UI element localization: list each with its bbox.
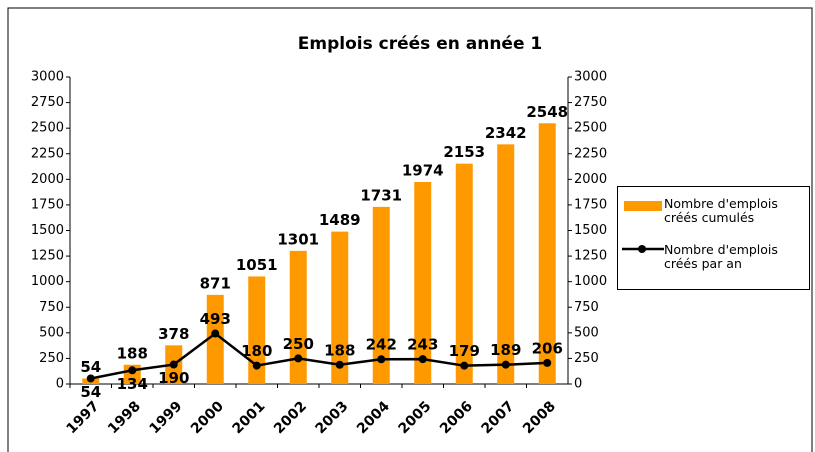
line-value-label: 189	[490, 341, 521, 359]
legend-key-bar	[624, 201, 662, 211]
y2-tick-label: 750	[574, 300, 599, 315]
legend-label: Nombre d'emplois créés par an	[664, 242, 778, 271]
y-tick-label: 750	[39, 300, 64, 315]
line-marker	[460, 361, 469, 370]
y-tick-label: 3000	[31, 70, 64, 85]
bar-value-label: 2342	[485, 124, 527, 142]
bar-value-label: 1489	[319, 211, 361, 229]
y-tick-label: 1500	[31, 223, 64, 238]
legend: Nombre d'emplois créés cumulés Nombre d'…	[617, 186, 810, 290]
line-value-label: 180	[241, 342, 272, 360]
y-tick-label: 500	[39, 325, 64, 340]
y2-tick-label: 1250	[574, 249, 607, 264]
x-tick-label: 2004	[354, 398, 393, 437]
line-value-label: 206	[532, 339, 563, 357]
bar-value-label: 1974	[402, 161, 444, 179]
line-marker	[211, 329, 220, 338]
line-marker	[86, 374, 95, 383]
y2-tick-label: 500	[574, 325, 599, 340]
bar	[414, 181, 432, 384]
x-tick-label: 2006	[437, 398, 476, 437]
chart-frame	[7, 7, 813, 452]
line-marker	[377, 355, 386, 364]
x-tick-label: 1998	[105, 398, 144, 437]
y-tick-label: 1750	[31, 197, 64, 212]
line-marker	[252, 361, 261, 370]
x-tick-label: 2007	[479, 398, 518, 437]
x-tick-label: 2005	[396, 398, 435, 437]
bar-value-label: 188	[117, 344, 148, 362]
y-tick-label: 2000	[31, 172, 64, 187]
bar	[289, 250, 307, 384]
line	[90, 331, 548, 380]
legend-label: Nombre d'emplois créés cumulés	[664, 196, 778, 225]
line-marker	[418, 355, 427, 364]
y-tick-label: 2750	[31, 95, 64, 110]
line-value-label: 134	[117, 375, 148, 393]
bar	[538, 123, 556, 384]
x-tick-label: 2003	[313, 398, 352, 437]
y2-tick-label: 250	[574, 351, 599, 366]
bar-value-label: 1301	[277, 230, 319, 248]
bar-value-label: 1731	[360, 186, 402, 204]
bar	[455, 163, 473, 384]
y2-tick-label: 1750	[574, 197, 607, 212]
y2-tick-label: 0	[574, 377, 582, 392]
bar-value-label: 871	[200, 274, 231, 292]
y-tick-label: 250	[39, 351, 64, 366]
y2-tick-label: 1500	[574, 223, 607, 238]
chart-title: Emplois créés en année 1	[298, 34, 542, 54]
line-value-label: 54	[80, 383, 101, 401]
x-tick-label: 1999	[147, 398, 186, 437]
bar	[248, 276, 266, 384]
y2-tick-label: 2750	[574, 95, 607, 110]
bar-value-label: 2548	[526, 103, 568, 121]
line-marker	[128, 366, 137, 375]
bar-value-label: 378	[158, 325, 189, 343]
bar	[331, 231, 349, 384]
bar-value-label: 1051	[236, 256, 278, 274]
y2-tick-label: 1000	[574, 274, 607, 289]
line-value-label: 179	[449, 342, 480, 360]
y-tick-label: 1000	[31, 274, 64, 289]
y-tick-label: 2500	[31, 121, 64, 136]
x-tick-label: 2000	[188, 398, 227, 437]
line-marker	[169, 360, 178, 369]
x-tick-label: 1997	[64, 398, 103, 437]
bar-value-label: 2153	[443, 143, 485, 161]
x-tick-label: 2002	[271, 398, 310, 437]
line-marker	[335, 360, 344, 369]
y2-tick-label: 2500	[574, 121, 607, 136]
line-value-label: 250	[283, 335, 314, 353]
y2-tick-label: 3000	[574, 70, 607, 85]
line-value-label: 493	[200, 310, 231, 328]
bar	[206, 294, 224, 384]
x-tick-label: 2008	[520, 398, 559, 437]
bar-value-label: 54	[80, 358, 101, 376]
legend-key-marker	[638, 245, 646, 253]
y-tick-label: 2250	[31, 146, 64, 161]
y2-tick-label: 2250	[574, 146, 607, 161]
line-value-label: 243	[407, 336, 438, 354]
line-marker	[501, 360, 510, 369]
line-value-label: 190	[158, 369, 189, 387]
y2-tick-label: 2000	[574, 172, 607, 187]
line-marker	[543, 358, 552, 367]
bar	[497, 144, 515, 384]
line-value-label: 188	[324, 341, 355, 359]
legend-keys	[622, 201, 664, 253]
y-tick-label: 0	[56, 377, 64, 392]
x-tick-label: 2001	[230, 398, 269, 437]
line-value-label: 242	[366, 336, 397, 354]
line-marker	[294, 354, 303, 363]
y-tick-label: 1250	[31, 249, 64, 264]
bar	[372, 206, 390, 384]
